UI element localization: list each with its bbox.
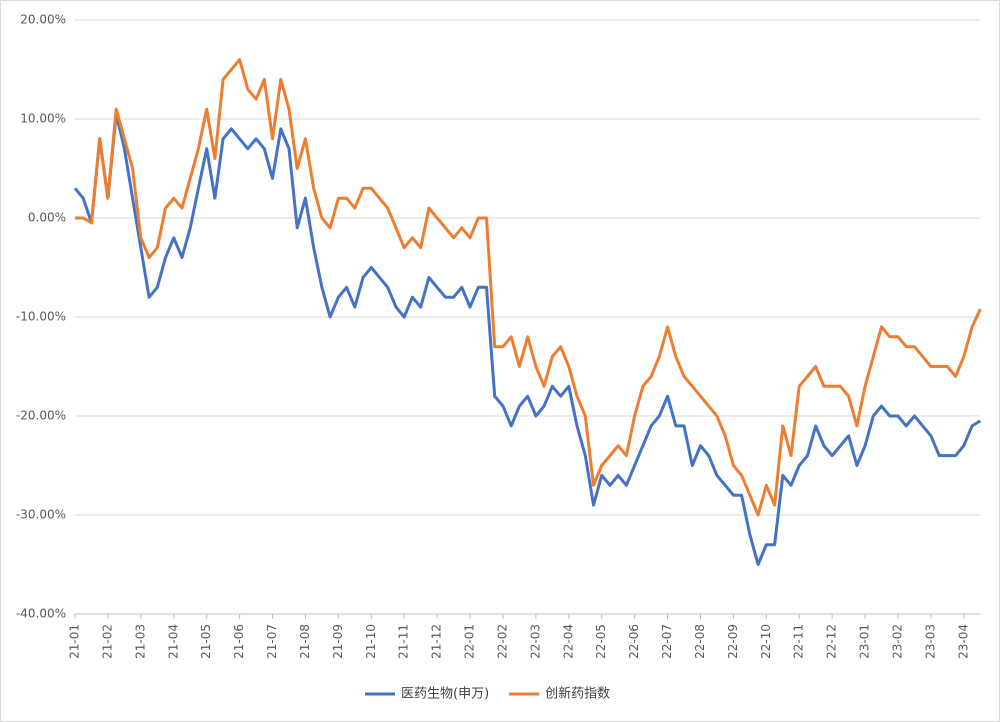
x-tick-label: 22-04 (561, 624, 575, 659)
legend: 医药生物(申万) 创新药指数 (365, 686, 610, 702)
x-tick-label: 21-07 (265, 624, 279, 659)
x-tick-label: 21-12 (430, 624, 444, 659)
x-tick-label: 22-01 (463, 624, 477, 659)
y-tick-label: -40.00% (16, 607, 66, 621)
x-tick-label: 21-11 (397, 624, 411, 659)
x-tick-label: 22-02 (495, 624, 509, 659)
x-tick-label: 22-09 (726, 624, 740, 659)
x-tick-label: 21-08 (298, 624, 312, 659)
legend-label: 医药生物(申万) (401, 687, 489, 702)
x-tick-label: 22-05 (594, 624, 608, 659)
x-tick-label: 22-11 (792, 624, 806, 659)
x-tick-label: 22-08 (693, 624, 707, 659)
x-tick-label: 23-04 (956, 624, 970, 659)
x-tick-label: 21-01 (68, 624, 82, 659)
x-tick-label: 21-04 (166, 624, 180, 659)
x-tick-label: 21-10 (364, 624, 378, 659)
x-tick-label: 21-06 (232, 624, 246, 659)
legend-label: 创新药指数 (545, 686, 610, 702)
x-tick-label: 23-01 (858, 624, 872, 659)
x-tick-label: 23-03 (923, 624, 937, 659)
x-tick-label: 21-05 (199, 624, 213, 659)
x-tick-label: 22-06 (627, 624, 641, 659)
y-tick-label: -10.00% (16, 310, 66, 324)
x-tick-label: 22-10 (759, 624, 773, 659)
y-tick-label: -20.00% (16, 409, 66, 423)
x-tick-label: 23-02 (891, 624, 905, 659)
x-tick-label: 22-12 (825, 624, 839, 659)
y-tick-label: 0.00% (28, 211, 66, 225)
x-tick-label: 21-03 (133, 624, 147, 659)
series-line (75, 58, 982, 517)
series-line (73, 112, 982, 566)
y-tick-label: 20.00% (20, 13, 66, 27)
x-tick-label: 22-03 (528, 624, 542, 659)
x-tick-label: 22-07 (660, 624, 674, 659)
y-tick-label: -30.00% (16, 508, 66, 522)
x-tick-label: 21-09 (331, 624, 345, 659)
x-tick-label: 21-02 (100, 624, 114, 659)
y-tick-label: 10.00% (20, 112, 66, 126)
